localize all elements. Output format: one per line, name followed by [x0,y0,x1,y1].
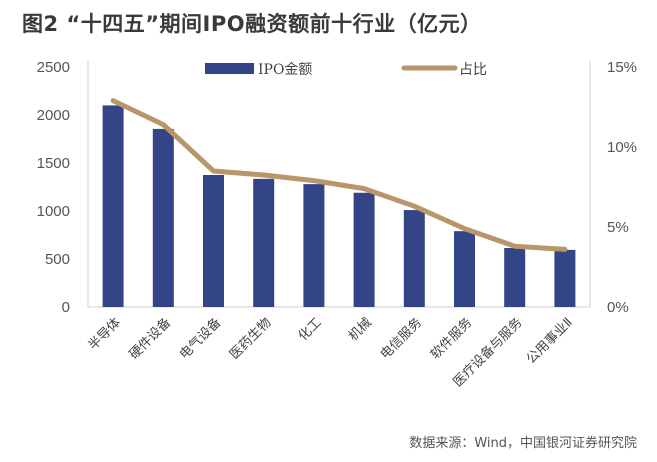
bar-9 [554,249,576,307]
tick-labels: 0 500 1000 1500 2000 2500 0% 5% 10% 15% [37,59,637,316]
y-left-tick-5: 2500 [37,59,70,76]
y-right-tick-2: 10% [607,139,637,156]
y-left-tick-0: 0 [62,299,70,316]
x-tick-label-1: 硬件设备 [126,315,174,363]
x-tick-label-3: 医药生物 [227,315,274,362]
y-right-tick-1: 5% [607,219,629,236]
y-right-tick-3: 15% [607,59,637,76]
y-right-tick-0: 0% [607,299,629,316]
x-tick-label-4: 化工 [296,315,325,344]
chart: 0 500 1000 1500 2000 2500 0% 5% 10% 15% 半导体 硬件设备 电气… [37,59,637,391]
source-note: 数据来源：Wind，中国银河证券研究院 [409,436,637,451]
y-left-tick-3: 1500 [37,155,70,172]
bar-series [102,105,576,308]
bar-6 [403,210,425,307]
x-tick-label-5: 机械 [346,315,375,344]
chart-title: 图2 “十四五”期间IPO融资额前十行业（亿元） [22,12,482,36]
x-tick-label-9: 公用事业Ⅱ [524,315,576,367]
bar-7 [454,231,475,307]
bar-2 [203,175,224,307]
legend-label-bar: IPO金额 [258,62,312,78]
legend: IPO金额 占比 [205,62,487,78]
y-left-tick-4: 2000 [37,107,70,124]
bar-8 [504,247,526,307]
x-tick-label-0: 半导体 [86,315,124,353]
bar-0 [102,105,124,308]
x-tick-label-6: 电信服务 [377,315,425,363]
legend-swatch-bar [205,63,254,74]
bar-3 [253,178,275,307]
bar-5 [353,192,375,307]
legend-label-line: 占比 [459,62,487,78]
y-left-tick-2: 1000 [37,203,70,220]
line-series [110,98,568,252]
share-line [110,98,568,252]
y-left-tick-1: 500 [45,251,70,268]
bar-4 [303,184,325,307]
x-tick-label-7: 软件服务 [427,315,475,363]
x-tick-label-2: 电气设备 [176,315,224,363]
bar-1 [152,128,174,307]
